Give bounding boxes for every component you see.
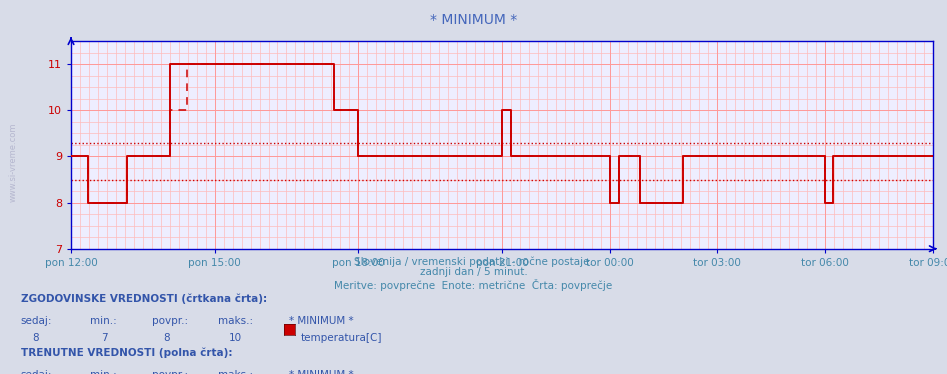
Text: povpr.:: povpr.: (152, 316, 188, 326)
Text: Meritve: povprečne  Enote: metrične  Črta: povprečje: Meritve: povprečne Enote: metrične Črta:… (334, 279, 613, 291)
Text: 8: 8 (32, 333, 39, 343)
Text: 10: 10 (229, 333, 242, 343)
Text: min.:: min.: (90, 316, 116, 326)
Text: ZGODOVINSKE VREDNOSTI (črtkana črta):: ZGODOVINSKE VREDNOSTI (črtkana črta): (21, 294, 267, 304)
Text: www.si-vreme.com: www.si-vreme.com (9, 123, 18, 202)
Text: sedaj:: sedaj: (21, 370, 52, 374)
Text: sedaj:: sedaj: (21, 316, 52, 326)
Text: Slovenija / vremenski podatki - ročne postaje.: Slovenija / vremenski podatki - ročne po… (354, 256, 593, 267)
Text: povpr.:: povpr.: (152, 370, 188, 374)
Text: * MINIMUM *: * MINIMUM * (430, 13, 517, 27)
Text: maks.:: maks.: (218, 370, 253, 374)
Text: zadnji dan / 5 minut.: zadnji dan / 5 minut. (420, 267, 527, 278)
Text: TRENUTNE VREDNOSTI (polna črta):: TRENUTNE VREDNOSTI (polna črta): (21, 348, 232, 358)
Text: min.:: min.: (90, 370, 116, 374)
Text: temperatura[C]: temperatura[C] (300, 333, 382, 343)
Text: * MINIMUM *: * MINIMUM * (289, 370, 353, 374)
Text: maks.:: maks.: (218, 316, 253, 326)
Text: 7: 7 (101, 333, 108, 343)
Text: * MINIMUM *: * MINIMUM * (289, 316, 353, 326)
Text: 8: 8 (163, 333, 170, 343)
